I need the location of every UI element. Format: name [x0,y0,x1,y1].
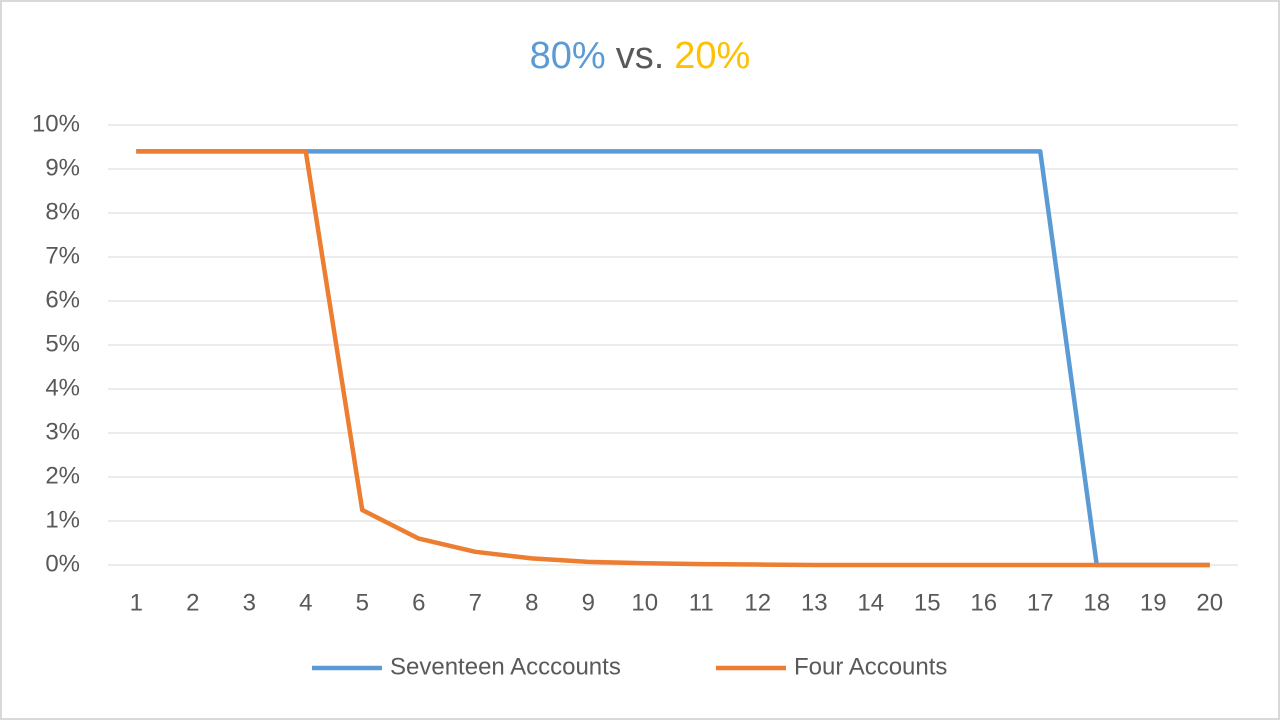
legend-label: Four Accounts [794,653,947,680]
x-tick-label: 3 [243,589,256,616]
y-tick-label: 2% [45,462,80,489]
legend-label: Seventeen Acccounts [390,653,621,680]
x-tick-label: 18 [1083,589,1110,616]
y-tick-label: 0% [45,550,80,577]
y-tick-label: 1% [45,506,80,533]
series-line [136,149,1210,568]
y-tick-label: 7% [45,242,80,269]
title-part: 20% [674,35,750,77]
x-tick-label: 2 [186,589,199,616]
x-tick-label: 8 [525,589,538,616]
title-part: 80% [530,35,606,77]
x-tick-label: 14 [857,589,884,616]
x-tick-label: 10 [631,589,658,616]
x-tick-label: 5 [356,589,369,616]
x-tick-label: 7 [469,589,482,616]
x-tick-label: 20 [1196,589,1223,616]
y-tick-label: 10% [32,110,80,137]
x-tick-label: 1 [130,589,143,616]
x-tick-label: 12 [744,589,771,616]
x-tick-label: 17 [1027,589,1054,616]
x-tick-label: 11 [689,589,714,616]
chart-title: 80% vs. 20% [530,35,751,77]
series-line [136,149,1210,568]
x-tick-label: 6 [412,589,425,616]
title-part: vs. [616,35,665,77]
y-tick-label: 3% [45,418,80,445]
y-tick-label: 5% [45,330,80,357]
x-tick-label: 16 [970,589,997,616]
x-tick-label: 19 [1140,589,1167,616]
y-tick-label: 9% [45,154,80,181]
y-tick-label: 6% [45,286,80,313]
x-tick-label: 13 [801,589,828,616]
x-tick-label: 4 [299,589,312,616]
x-tick-label: 9 [582,589,595,616]
x-tick-label: 15 [914,589,941,616]
y-tick-label: 4% [45,374,80,401]
y-tick-label: 8% [45,198,80,225]
